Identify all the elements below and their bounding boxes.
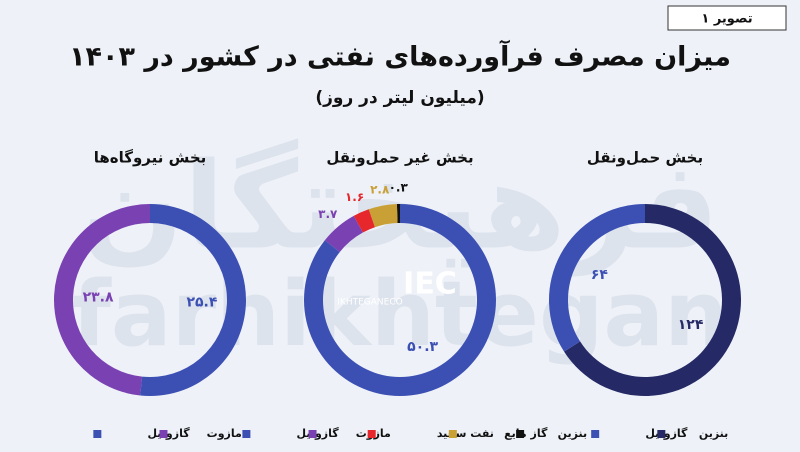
figure-label-box xyxy=(667,5,787,31)
legend-label: گازوئیل xyxy=(645,427,688,440)
legend-swatch xyxy=(367,430,376,438)
pie-segment xyxy=(396,204,400,224)
legend-swatch xyxy=(448,430,457,438)
chart-title: میزان مصرف فرآورده‌های نفتی در کشور در ۱… xyxy=(69,40,731,73)
value-label: ۱۲۴ xyxy=(678,317,704,333)
logo: IEC xyxy=(403,267,457,302)
value-label: ۶۴ xyxy=(591,267,609,283)
pie-segment xyxy=(53,203,150,396)
pie-segment xyxy=(353,209,375,233)
value-label: ۲۳.۸ xyxy=(83,289,114,305)
value-label: ۱.۶ xyxy=(345,190,364,204)
legend-label: گازوئیل xyxy=(297,427,340,440)
legend-label: بنزین xyxy=(699,427,729,440)
legend-label: نفت سفید xyxy=(437,427,494,440)
legend-label: گازوئیل xyxy=(147,427,190,440)
pie-segment xyxy=(324,215,363,253)
value-label: ۰.۳ xyxy=(389,181,409,195)
legend-swatch xyxy=(657,430,666,438)
pie-segment xyxy=(548,204,645,352)
logo-caption: IKHTEGANECO xyxy=(337,298,402,308)
legend-swatch xyxy=(93,430,102,438)
value-label: ۲.۸ xyxy=(370,182,390,196)
watermark: farhikhtegan xyxy=(72,262,728,367)
legend-swatch xyxy=(159,430,168,438)
pie-title: بخش حمل‌ونقل xyxy=(587,149,703,167)
value-label: ۵۰.۳ xyxy=(407,339,438,355)
legend-label: گاز مایع xyxy=(504,427,548,440)
legend-label: مازوت xyxy=(207,427,242,440)
value-label: ۲۵.۴ xyxy=(186,295,217,311)
pie-segment xyxy=(368,204,398,228)
legend-swatch xyxy=(242,430,251,438)
legend-swatch xyxy=(308,430,317,438)
chart-subtitle: (میلیون لیتر در روز) xyxy=(315,88,484,108)
legend-label: بنزین xyxy=(558,427,588,440)
legend-swatch xyxy=(516,430,525,438)
value-label: ۳.۷ xyxy=(318,207,338,221)
figure-label: تصویر ۱ xyxy=(701,12,752,27)
pie-segment xyxy=(140,204,246,396)
legend-swatch xyxy=(591,430,600,438)
pie-title: بخش غیر حمل‌ونقل xyxy=(326,149,473,167)
pie-title: بخش نیروگاه‌ها xyxy=(94,149,207,167)
